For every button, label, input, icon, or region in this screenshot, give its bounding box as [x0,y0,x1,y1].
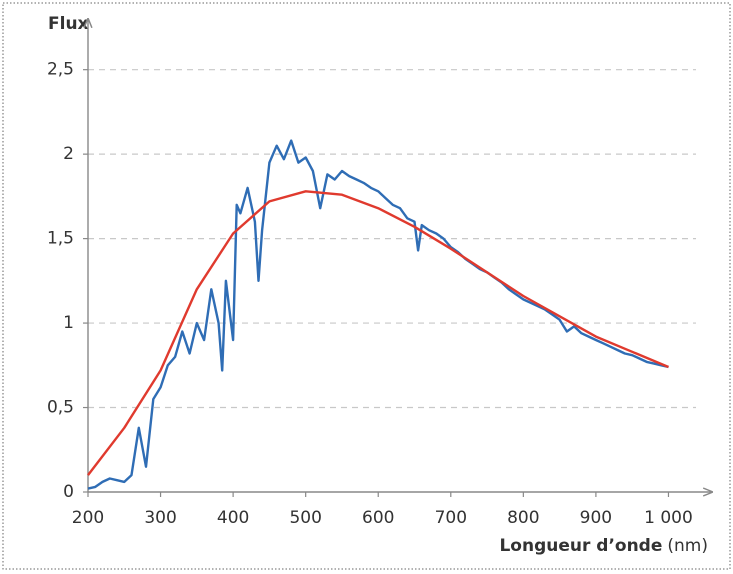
y-axis-label: Flux [48,14,89,34]
x-axis-title: Longueur d’onde [499,536,662,556]
x-tick-label: 1 000 [644,508,693,528]
x-tick-label: 200 [72,508,104,528]
x-tick-label: 600 [362,508,394,528]
series-line [87,190,669,476]
series-line [87,139,669,490]
x-tick-label: 300 [144,508,176,528]
x-axis-label: Longueur d’onde (nm) [499,536,708,556]
y-tick-label: 1 [63,313,74,333]
y-tick-label: 0 [63,482,74,502]
y-tick-label: 2 [63,144,74,164]
x-tick-label: 800 [507,508,539,528]
x-tick-label: 500 [289,508,321,528]
y-tick-label: 2,5 [47,60,74,80]
x-tick-label: 700 [435,508,467,528]
y-tick-label: 1,5 [47,229,74,249]
x-tick-label: 400 [217,508,249,528]
y-tick-label: 0,5 [47,398,74,418]
x-axis-unit: (nm) [667,536,708,556]
x-tick-label: 900 [580,508,612,528]
